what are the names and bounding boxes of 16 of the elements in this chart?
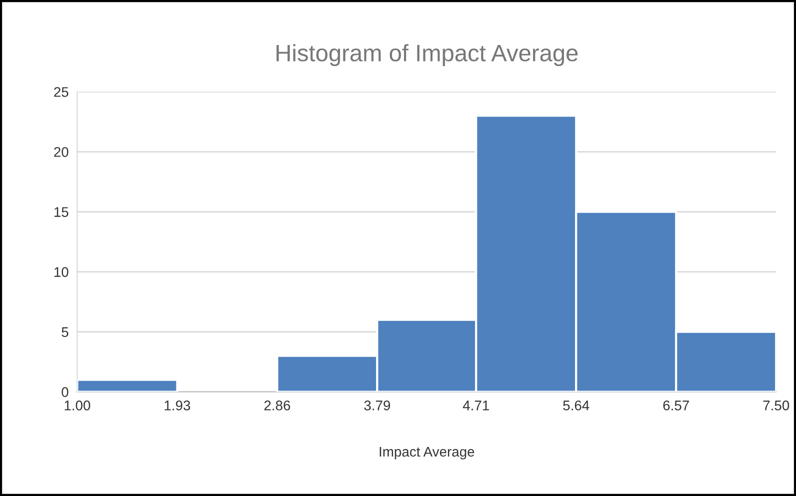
x-tick-label: 2.86 xyxy=(264,400,290,410)
x-tick-label: 6.57 xyxy=(663,400,689,410)
y-tick-label: 20 xyxy=(54,147,68,157)
y-tick-label: 5 xyxy=(62,327,68,337)
x-tick-label: 1.00 xyxy=(64,400,90,410)
x-tick-label: 1.93 xyxy=(164,400,190,410)
x-axis-title: Impact Average xyxy=(380,446,474,460)
x-tick-label: 5.64 xyxy=(563,400,590,410)
y-tick-label: 0 xyxy=(62,387,68,398)
y-tick-label: 15 xyxy=(54,207,68,217)
y-tick-label: 25 xyxy=(54,87,68,97)
y-tick-label: 10 xyxy=(54,267,68,277)
chart-title: Histogram of Impact Average xyxy=(276,44,578,66)
x-tick-label: 3.79 xyxy=(364,400,390,410)
x-tick-label: 7.50 xyxy=(763,400,790,410)
x-tick-label: 4.71 xyxy=(462,400,489,410)
